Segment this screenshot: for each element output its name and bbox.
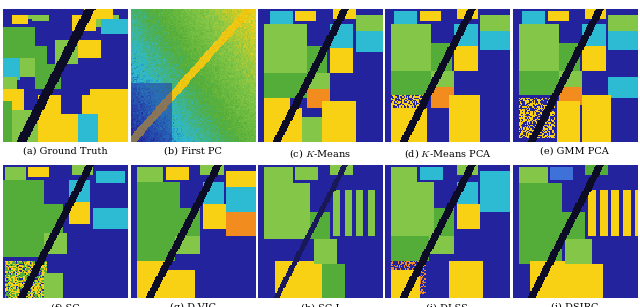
Text: (b) First PC: (b) First PC <box>164 147 221 156</box>
Text: (e) GMM PCA: (e) GMM PCA <box>540 147 609 156</box>
Text: (c) $K$-Means: (c) $K$-Means <box>289 147 351 160</box>
Text: (h) SC-I: (h) SC-I <box>301 303 339 307</box>
Text: (f) SC: (f) SC <box>51 303 79 307</box>
Text: (i) DLSS: (i) DLSS <box>426 303 468 307</box>
Text: (a) Ground Truth: (a) Ground Truth <box>23 147 108 156</box>
Text: (g) D-VIC: (g) D-VIC <box>170 303 216 307</box>
Text: (j) DSIRC: (j) DSIRC <box>551 303 598 307</box>
Text: (d) $K$-Means PCA: (d) $K$-Means PCA <box>404 147 491 160</box>
